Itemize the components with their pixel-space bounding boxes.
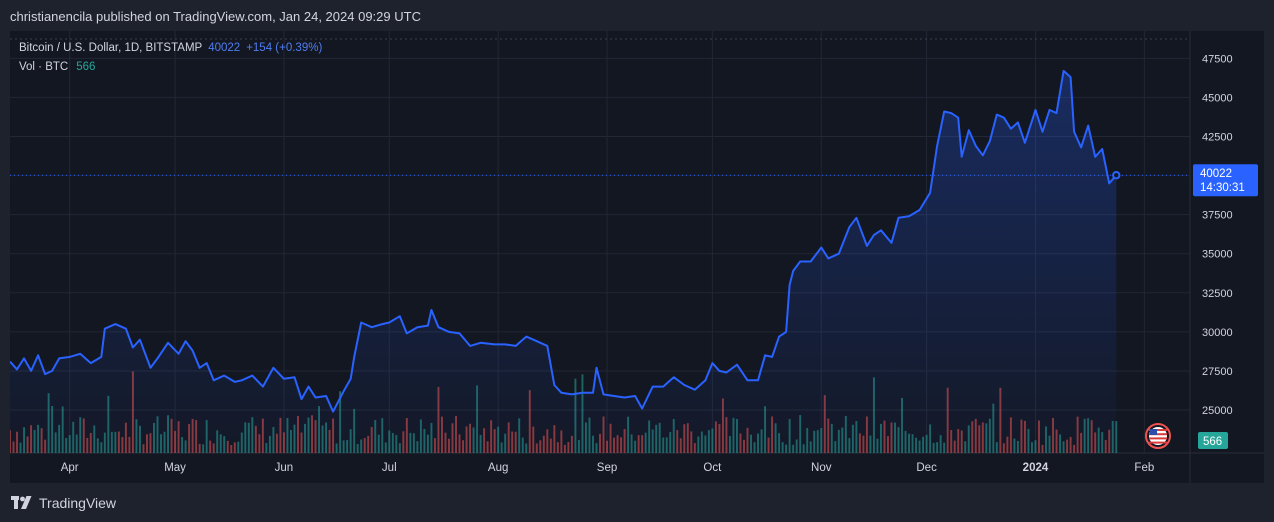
y-tick-label: 25000 <box>1202 405 1233 417</box>
chart-legend: Bitcoin / U.S. Dollar, 1D, BITSTAMP 40022… <box>19 39 322 77</box>
us-flag-canton <box>1150 429 1157 435</box>
price-chart[interactable]: 2500027500300003250035000375004000042500… <box>10 31 1264 483</box>
y-tick-label: 30000 <box>1202 327 1233 339</box>
x-tick-label: 2024 <box>1023 462 1049 474</box>
last-price-tag <box>1193 164 1258 197</box>
y-tick-label: 32500 <box>1202 288 1233 300</box>
x-tick-label: May <box>164 462 186 474</box>
legend-change: +154 (+0.39%) <box>246 42 323 54</box>
chart-area[interactable]: 2500027500300003250035000375004000042500… <box>10 31 1264 483</box>
legend-volume-value: 566 <box>76 61 96 73</box>
us-flag-stripe <box>1149 441 1167 444</box>
us-flag-stripe <box>1149 437 1167 440</box>
tradingview-footer[interactable]: TradingView <box>11 494 116 512</box>
y-tick-label: 45000 <box>1202 92 1233 104</box>
y-tick-label: 27500 <box>1202 366 1233 378</box>
tradingview-brand: TradingView <box>39 495 117 511</box>
legend-volume-row: Vol · BTC 566 <box>19 58 322 77</box>
published-header: christianencila published on TradingView… <box>0 0 1274 32</box>
last-price-countdown: 14:30:31 <box>1200 182 1245 194</box>
us-flag-stripe <box>1149 429 1167 431</box>
price-area-fill <box>10 70 1117 454</box>
x-tick-label: Nov <box>811 462 832 474</box>
last-price-marker <box>1112 171 1121 180</box>
y-tick-label: 37500 <box>1202 210 1233 222</box>
x-tick-label: Dec <box>916 462 937 474</box>
x-tick-label: Feb <box>1134 462 1154 474</box>
published-text: christianencila published on TradingView… <box>10 9 421 24</box>
legend-last-price: 40022 <box>208 42 241 54</box>
tradingview-logo-icon <box>11 496 32 509</box>
x-tick-label: Apr <box>61 462 79 474</box>
y-tick-label: 47500 <box>1202 53 1233 65</box>
x-tick-label: Jul <box>382 462 397 474</box>
last-price-tag-value: 40022 <box>1200 168 1232 180</box>
legend-volume-label: Vol · BTC <box>19 61 69 73</box>
y-tick-label: 35000 <box>1202 249 1233 261</box>
x-tick-label: Oct <box>703 462 722 474</box>
legend-symbol-row: Bitcoin / U.S. Dollar, 1D, BITSTAMP 40022… <box>19 39 322 58</box>
volume-tag <box>1198 432 1228 449</box>
x-tick-label: Jun <box>275 462 294 474</box>
x-tick-label: Sep <box>597 462 617 474</box>
price-line <box>10 69 1118 413</box>
y-tick-label: 42500 <box>1202 132 1233 144</box>
x-tick-label: Aug <box>488 462 508 474</box>
us-flag-stripe <box>1149 433 1167 436</box>
volume-tag-value: 566 <box>1203 436 1222 448</box>
legend-symbol: Bitcoin / U.S. Dollar, 1D, BITSTAMP <box>19 42 203 54</box>
